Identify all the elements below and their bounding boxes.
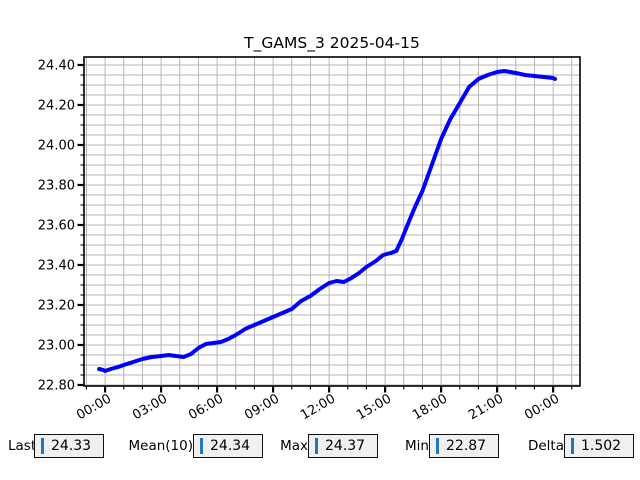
svg-text:18:00: 18:00 [410,391,450,423]
svg-text:00:00: 00:00 [74,391,114,423]
svg-text:23.80: 23.80 [38,179,75,194]
stat-label-mean: Mean(10) [128,438,194,454]
last-value: 24.33 [51,438,92,454]
text-caret-icon [41,438,44,454]
stat-field-max: Max 24.37 [278,434,378,458]
svg-text:22.80: 22.80 [38,379,75,394]
svg-text:23.40: 23.40 [38,259,75,274]
svg-text:24.00: 24.00 [38,139,75,154]
svg-text:09:00: 09:00 [242,391,282,423]
svg-text:12:00: 12:00 [298,391,338,423]
stat-field-mean: Mean(10) 24.34 [123,434,263,458]
svg-text:06:00: 06:00 [186,391,226,423]
stat-field-delta: Delta 1.502 [518,434,634,458]
svg-text:15:00: 15:00 [354,391,394,423]
max-value-field[interactable]: 24.37 [308,434,378,458]
svg-text:24.40: 24.40 [38,59,75,74]
text-caret-icon [436,438,439,454]
max-value: 24.37 [325,438,366,454]
delta-value: 1.502 [581,438,622,454]
last-value-field[interactable]: 24.33 [34,434,104,458]
stat-label-last: Last [8,438,37,454]
mean-value: 24.34 [210,438,251,454]
svg-text:21:00: 21:00 [466,391,506,423]
mean-value-field[interactable]: 24.34 [193,434,263,458]
svg-text:23.00: 23.00 [38,339,75,354]
delta-value-field[interactable]: 1.502 [564,434,634,458]
text-caret-icon [200,438,203,454]
min-value: 22.87 [446,438,487,454]
stat-field-last: Last 24.33 [8,434,104,458]
svg-text:03:00: 03:00 [130,391,170,423]
chart-svg: T_GAMS_3 2025-04-15 00:00 03:00 06:00 09:00… [38,34,581,423]
text-caret-icon [315,438,318,454]
chart-title: T_GAMS_3 2025-04-15 [243,34,420,53]
svg-text:00:00: 00:00 [522,391,562,423]
stat-label-max: Max [280,438,308,454]
stat-field-min: Min 22.87 [397,434,499,458]
text-caret-icon [571,438,574,454]
svg-text:24.20: 24.20 [38,99,75,114]
svg-text:23.60: 23.60 [38,219,75,234]
svg-text:23.20: 23.20 [38,299,75,314]
chart-plot-area: 00:00 03:00 06:00 09:00 12:00 15:00 18:00 21:00… [38,56,581,423]
series-line [97,69,557,373]
min-value-field[interactable]: 22.87 [429,434,499,458]
stat-label-min: Min [405,438,429,454]
stat-label-delta: Delta [527,438,564,454]
